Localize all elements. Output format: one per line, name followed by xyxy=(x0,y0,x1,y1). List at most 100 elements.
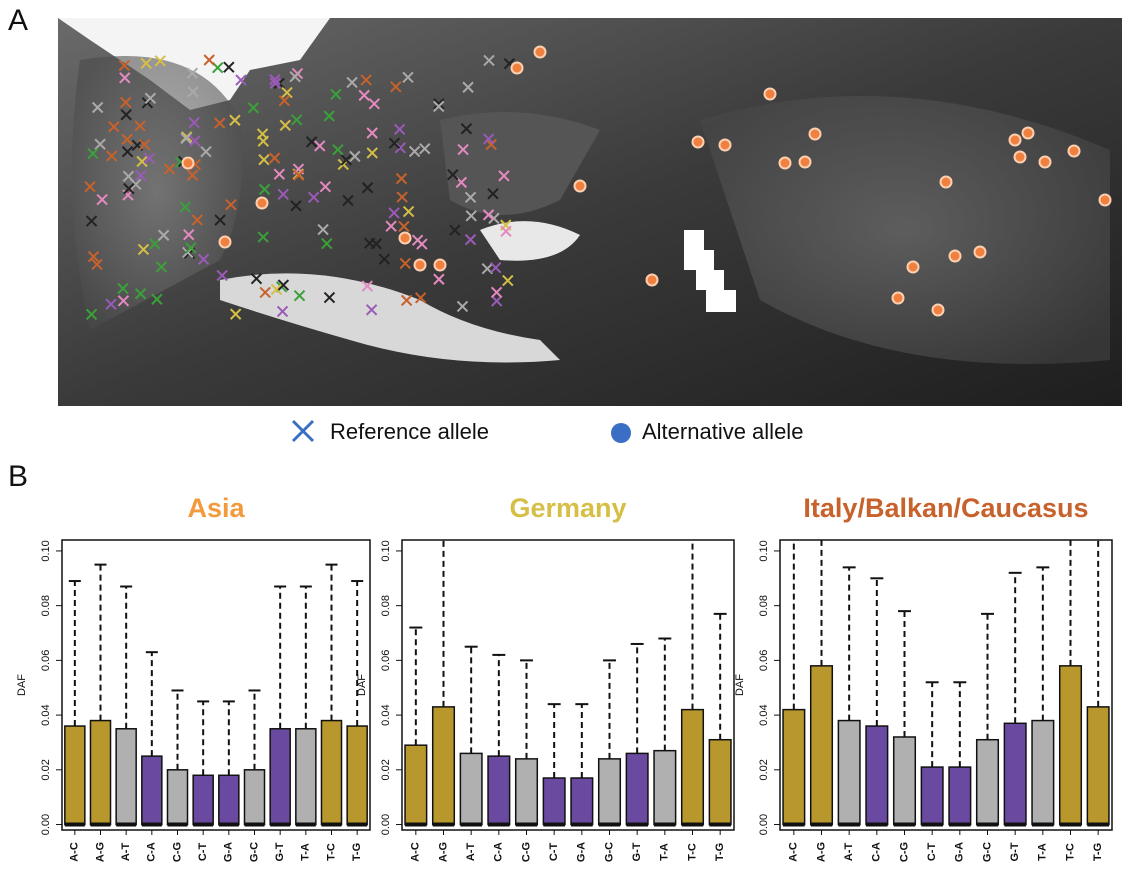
x-tick-label: G-C xyxy=(603,842,615,862)
y-tick-label: 0.02 xyxy=(758,759,770,780)
bar xyxy=(433,707,455,825)
x-tick-label: T-G xyxy=(714,843,726,861)
x-tick-label: A-G xyxy=(94,842,106,862)
x-tick-label: T-A xyxy=(659,843,671,861)
bar xyxy=(460,753,482,824)
y-tick-label: 0.04 xyxy=(380,704,392,725)
x-tick-label: G-T xyxy=(274,842,286,861)
map-dot xyxy=(810,129,821,140)
map-dot xyxy=(183,158,194,169)
x-tick-label: A-C xyxy=(69,842,81,862)
y-tick-label: 0.06 xyxy=(380,650,392,671)
map-dot xyxy=(950,251,961,262)
x-tick-label: T-A xyxy=(1037,843,1049,861)
map-dot xyxy=(512,63,523,74)
bar xyxy=(1004,723,1026,824)
x-tick-label: C-T xyxy=(197,843,209,862)
bar xyxy=(599,759,621,825)
y-tick-label: 0.08 xyxy=(758,595,770,616)
bar xyxy=(193,775,213,824)
chart-title: Asia xyxy=(187,493,245,523)
x-tick-label: T-G xyxy=(1092,843,1104,861)
bar xyxy=(654,751,676,825)
map xyxy=(58,18,1122,406)
map-dot xyxy=(720,140,731,151)
bar xyxy=(977,740,999,825)
x-tick-label: A-T xyxy=(465,843,477,862)
bar xyxy=(894,737,916,825)
map-dot xyxy=(220,237,231,248)
y-tick-label: 0.06 xyxy=(758,650,770,671)
map-dot xyxy=(908,262,919,273)
y-tick-label: 0.06 xyxy=(40,650,52,671)
x-tick-label: G-A xyxy=(223,842,235,862)
map-dot xyxy=(933,305,944,316)
panel-label: B xyxy=(8,460,28,493)
x-tick-label: A-T xyxy=(120,843,132,862)
bar xyxy=(244,770,264,825)
x-tick-label: A-G xyxy=(437,842,449,862)
x-tick-label: T-C xyxy=(325,843,337,861)
x-tick-label: A-G xyxy=(815,842,827,862)
bar xyxy=(783,710,805,825)
x-tick-label: T-C xyxy=(1064,843,1076,861)
y-axis-label: DAF xyxy=(16,674,28,696)
map-dot xyxy=(647,275,658,286)
bar xyxy=(626,753,648,824)
map-dot xyxy=(400,233,411,244)
bar xyxy=(1032,721,1054,825)
bar xyxy=(116,729,136,825)
bar xyxy=(405,745,427,824)
bar xyxy=(949,767,971,824)
y-tick-label: 0.08 xyxy=(40,595,52,616)
legend-label: Reference allele xyxy=(330,419,489,444)
figure: A Reference allele Alternative allele B … xyxy=(0,0,1134,872)
bar xyxy=(709,740,731,825)
bar-chart: AsiaDAF0.000.020.040.060.080.10A-CA-GA-T… xyxy=(16,493,370,862)
y-tick-label: 0.10 xyxy=(40,540,52,561)
map-dot xyxy=(941,177,952,188)
map-dot xyxy=(415,260,426,271)
x-tick-label: G-A xyxy=(954,842,966,862)
bar xyxy=(296,729,316,825)
x-tick-label: G-T xyxy=(1009,842,1021,861)
bar xyxy=(321,721,341,825)
chart-title: Germany xyxy=(509,493,626,523)
bar xyxy=(866,726,888,824)
bar xyxy=(65,726,85,824)
bar-chart: Italy/Balkan/CaucasusDAF0.000.020.040.06… xyxy=(734,493,1112,862)
y-tick-label: 0.10 xyxy=(758,540,770,561)
bar xyxy=(1060,666,1082,825)
y-axis-label: DAF xyxy=(734,674,746,696)
x-tick-label: A-C xyxy=(788,842,800,862)
x-tick-label: C-A xyxy=(871,842,883,862)
panel-label: A xyxy=(8,4,28,37)
map-dot xyxy=(1010,135,1021,146)
y-tick-label: 0.00 xyxy=(758,814,770,835)
bar xyxy=(1087,707,1109,825)
x-tick-label: T-G xyxy=(351,843,363,861)
y-tick-label: 0.04 xyxy=(40,704,52,725)
map-dot xyxy=(780,158,791,169)
bar xyxy=(488,756,510,824)
bar xyxy=(811,666,833,825)
x-tick-label: C-A xyxy=(493,842,505,862)
x-tick-label: A-T xyxy=(843,843,855,862)
chart-title: Italy/Balkan/Caucasus xyxy=(803,493,1088,523)
map-dot xyxy=(693,137,704,148)
bar xyxy=(838,721,860,825)
y-tick-label: 0.10 xyxy=(380,540,392,561)
x-tick-label: C-G xyxy=(898,842,910,862)
x-tick-label: C-T xyxy=(926,843,938,862)
x-tick-label: C-G xyxy=(520,842,532,862)
map-dot xyxy=(1040,157,1051,168)
map-dot xyxy=(535,47,546,58)
map-dot xyxy=(575,181,586,192)
map-dot xyxy=(1023,128,1034,139)
bar xyxy=(516,759,538,825)
bar-chart: GermanyDAF0.000.020.040.060.080.10A-CA-G… xyxy=(356,493,734,862)
bar xyxy=(270,729,290,825)
bar xyxy=(921,767,943,824)
bar xyxy=(543,778,565,825)
x-tick-label: A-C xyxy=(410,842,422,862)
